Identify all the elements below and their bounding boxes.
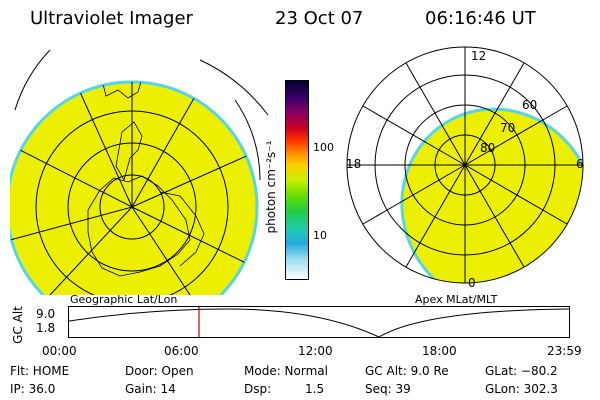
status-seq: Seq: 39 (365, 382, 411, 396)
mlt-label-0: 0 (468, 276, 476, 290)
aurora-fill (10, 80, 259, 295)
status-gain: Gain: 14 (125, 382, 176, 396)
mlat-label-70: 70 (500, 121, 515, 135)
geographic-map (10, 49, 269, 295)
xtick-0600: 06:00 (164, 344, 199, 358)
altitude-ylabel: GC Alt (11, 306, 25, 344)
mlt-label-6: 6 (576, 157, 584, 171)
altitude-ytick-1-8: 1.8 (36, 321, 56, 335)
geographic-caption: Geographic Lat/Lon (70, 293, 178, 306)
mlat-label-60: 60 (522, 98, 537, 112)
status-dsp-label: Dsp: (244, 382, 272, 396)
xtick-2359: 23:59 (547, 344, 582, 358)
apex-caption: Apex MLat/MLT (415, 293, 498, 306)
magnetic-map: 12 18 6 0 80 70 60 (346, 46, 584, 290)
xtick-1800: 18:00 (422, 344, 457, 358)
status-ip: IP: 36.0 (10, 382, 56, 396)
instrument-title: Ultraviolet Imager (30, 8, 193, 29)
status-door: Door: Open (125, 364, 194, 378)
colorbar-tick-100: 100 (313, 141, 334, 154)
mlat-label-80: 80 (480, 141, 495, 155)
colorbar-label: photon cm⁻²s⁻¹ (264, 140, 278, 234)
time-label: 06:16:46 UT (425, 8, 536, 29)
xtick-0000: 00:00 (42, 344, 77, 358)
status-mode: Mode: Normal (244, 364, 328, 378)
mlt-label-12: 12 (471, 49, 486, 63)
altitude-plot (68, 306, 570, 338)
colorbar (285, 80, 309, 280)
xtick-1200: 12:00 (298, 344, 333, 358)
status-glon: GLon: 302.3 (485, 382, 558, 396)
status-gc-alt: GC Alt: 9.0 Re (365, 364, 449, 378)
status-glat: GLat: −80.2 (485, 364, 558, 378)
altitude-ytick-9: 9.0 (36, 307, 56, 321)
aurora-oval (400, 107, 583, 283)
colorbar-tick-10: 10 (313, 229, 327, 242)
date-label: 23 Oct 07 (275, 8, 364, 29)
status-dsp-value: 1.5 (305, 382, 325, 396)
mlt-label-18: 18 (346, 157, 361, 171)
status-flt: Flt: HOME (10, 364, 70, 378)
